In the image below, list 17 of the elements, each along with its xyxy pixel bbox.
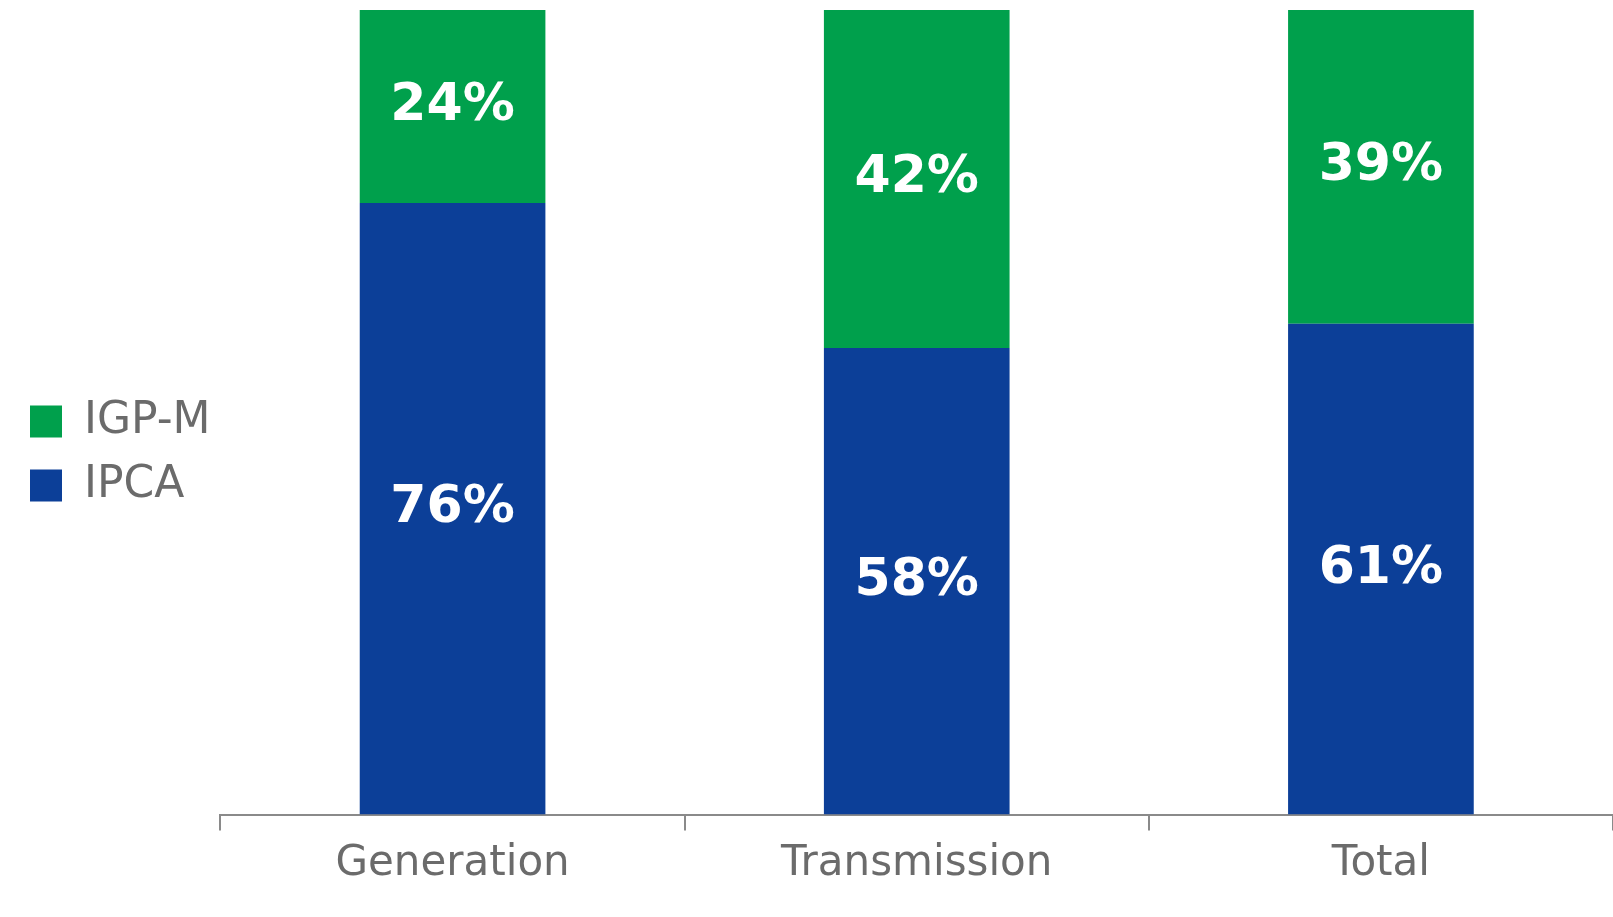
x-tick-label: Total bbox=[1330, 835, 1430, 885]
data-label: 42% bbox=[854, 144, 979, 205]
data-label: 39% bbox=[1318, 132, 1444, 193]
bar bbox=[359, 203, 546, 815]
data-label: 58% bbox=[854, 546, 979, 607]
x-tick-label: Transmission bbox=[780, 835, 1053, 885]
bar bbox=[1288, 323, 1474, 815]
data-label: 76% bbox=[390, 474, 515, 535]
bar bbox=[1288, 10, 1474, 324]
x-tick-label: Generation bbox=[335, 835, 570, 885]
data-label: 24% bbox=[390, 72, 515, 133]
bar bbox=[823, 10, 1010, 348]
legend-label: IPCA bbox=[84, 455, 185, 507]
data-label: 61% bbox=[1318, 534, 1444, 595]
legend-label: IGP-M bbox=[84, 391, 211, 443]
bar bbox=[823, 347, 1010, 815]
bar bbox=[359, 10, 546, 204]
